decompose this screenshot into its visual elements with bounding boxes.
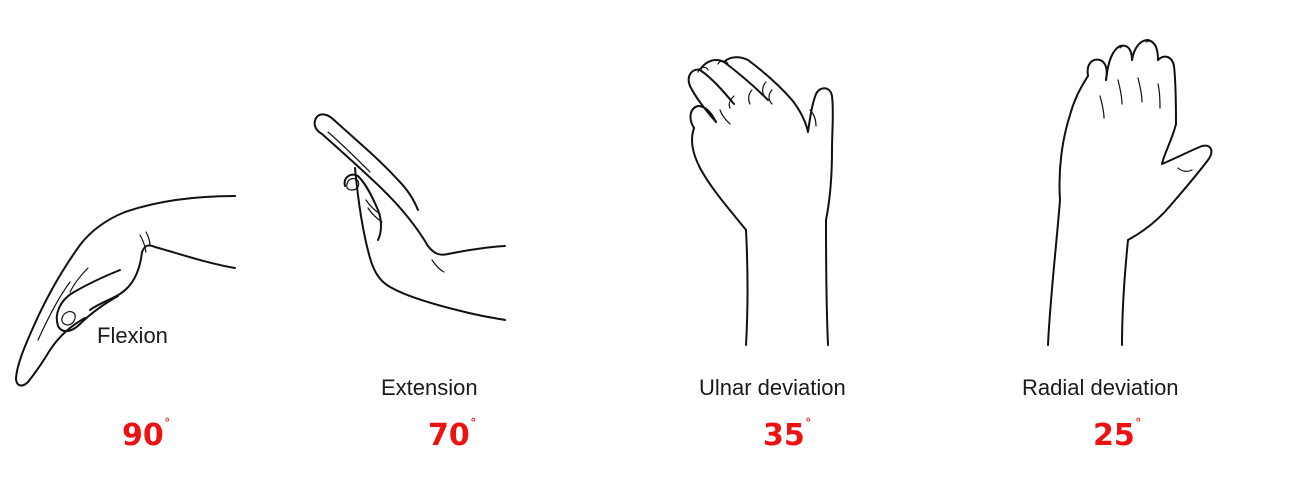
flexion-figure: Flexion 90˚	[0, 0, 260, 482]
flexion-angle-unit: ˚	[163, 418, 171, 434]
radial-deviation-angle-value: 25	[1093, 418, 1135, 453]
ulnar-deviation-angle-value: 35	[763, 418, 805, 453]
flexion-angle: 90˚	[122, 418, 171, 453]
radial-deviation-label: Radial deviation	[1022, 375, 1179, 400]
flexion-label: Flexion	[97, 323, 168, 348]
extension-angle-unit: ˚	[469, 418, 477, 434]
ulnar-deviation-label: Ulnar deviation	[699, 375, 846, 400]
radial-deviation-angle-unit: ˚	[1134, 418, 1142, 434]
ulnar-deviation-hand-illustration	[687, 56, 834, 346]
flexion-hand-illustration	[15, 195, 236, 387]
extension-label: Extension	[381, 375, 478, 400]
radial-deviation-hand-illustration	[1047, 39, 1213, 346]
extension-angle-value: 70	[428, 418, 470, 453]
radial-deviation-angle: 25˚	[1093, 418, 1142, 453]
flexion-angle-value: 90	[122, 418, 164, 453]
radial-deviation-figure: Radial deviation 25˚	[1000, 0, 1240, 482]
extension-hand-illustration	[313, 113, 506, 321]
ulnar-deviation-angle-unit: ˚	[804, 418, 812, 434]
ulnar-deviation-angle: 35˚	[763, 418, 812, 453]
extension-angle: 70˚	[428, 418, 477, 453]
ulnar-deviation-figure: Ulnar deviation 35˚	[660, 0, 900, 482]
extension-figure: Extension 70˚	[300, 0, 520, 482]
